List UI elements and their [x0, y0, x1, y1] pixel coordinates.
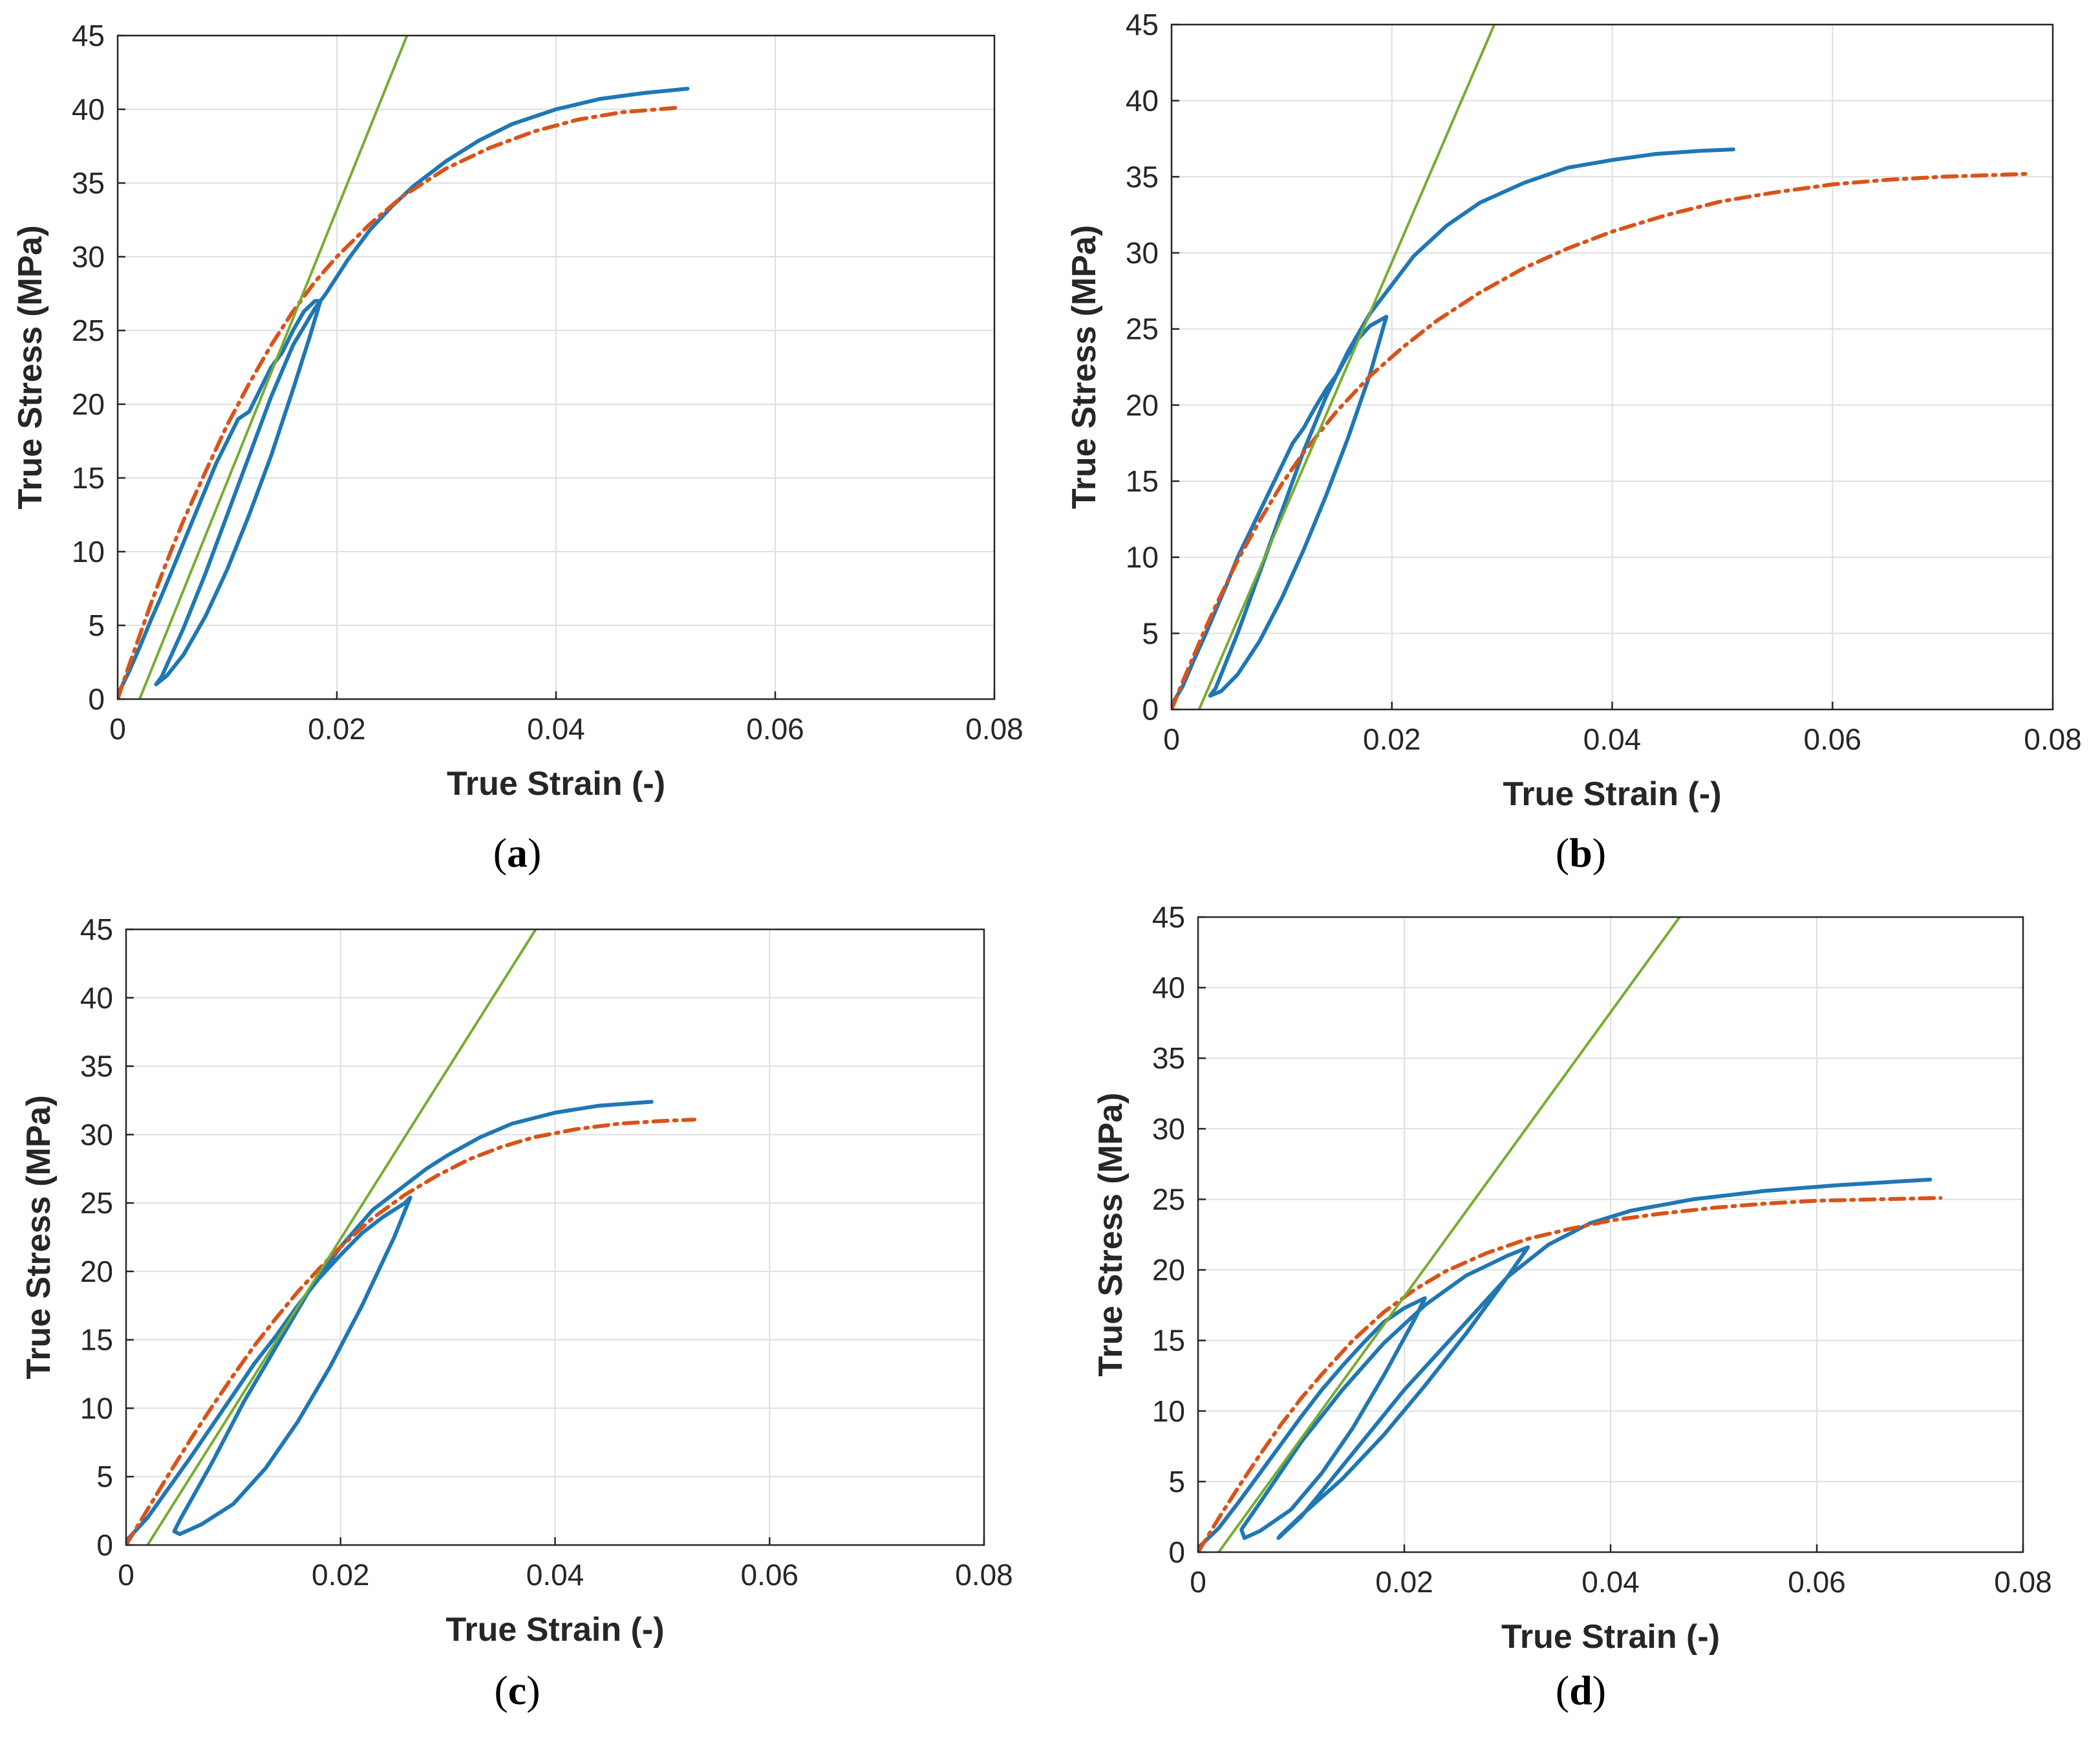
series-elastic-fit-line	[146, 929, 537, 1545]
y-tick-label: 45	[1152, 900, 1185, 934]
y-tick-label: 5	[96, 1460, 113, 1493]
x-tick-label: 0	[1163, 722, 1180, 756]
y-tick-label: 10	[72, 535, 105, 568]
x-tick-label: 0.04	[1581, 1565, 1640, 1599]
y-tick-label: 30	[1152, 1112, 1185, 1145]
x-tick-label: 0.06	[1788, 1565, 1846, 1599]
x-tick-label: 0.08	[955, 1558, 1013, 1592]
y-tick-label: 35	[1126, 160, 1159, 193]
y-axis-label: True Stress (MPa)	[12, 225, 49, 509]
y-tick-label: 10	[80, 1391, 113, 1425]
x-tick-label: 0	[118, 1558, 134, 1592]
series-model-line	[1172, 171, 2033, 709]
y-tick-label: 30	[72, 240, 105, 274]
y-axis-label: True Stress (MPa)	[1066, 225, 1103, 509]
chart-panel: 0 0.02 0.04 0.06 0.08 0 5 10 15 20 25 30 35 40 45 True …	[12, 19, 1023, 876]
chart-panel: 0 0.02 0.04 0.06 0.08 0 5 10 15 20 25 30 35 40 45 True …	[1066, 8, 2082, 876]
x-tick-label: 0.06	[740, 1558, 798, 1592]
y-tick-label: 25	[1126, 312, 1159, 346]
y-tick-label: 15	[1126, 464, 1159, 498]
y-tick-label: 30	[80, 1118, 113, 1151]
y-tick-label: 5	[88, 609, 105, 642]
y-tick-label: 45	[72, 19, 105, 52]
y-tick-label: 20	[1126, 388, 1159, 422]
x-tick-label: 0.02	[308, 712, 366, 746]
x-axis-label: True Strain (-)	[445, 1611, 664, 1649]
series-experimental-line	[1198, 1177, 1933, 1550]
y-tick-label: 25	[80, 1186, 113, 1220]
y-tick-label: 30	[1126, 236, 1159, 270]
x-tick-label: 0	[109, 712, 126, 746]
chart-panel: 0 0.02 0.04 0.06 0.08 0 5 10 15 20 25 30 35 40 45 True …	[20, 913, 1013, 1713]
y-tick-label: 25	[72, 314, 105, 347]
y-tick-label: 10	[1152, 1394, 1185, 1428]
y-tick-label: 5	[1168, 1465, 1185, 1498]
panel-label: (a)	[493, 830, 542, 876]
series-elastic-fit-line	[1197, 25, 1496, 709]
y-tick-label: 45	[1126, 8, 1159, 41]
x-axis-label: True Strain (-)	[1503, 775, 1721, 813]
y-tick-label: 35	[1152, 1041, 1185, 1075]
series-model-line	[118, 105, 679, 699]
y-tick-label: 35	[72, 166, 105, 200]
x-tick-label: 0.08	[1994, 1565, 2052, 1599]
x-tick-label: 0.08	[2024, 722, 2082, 756]
y-axis-label: True Stress (MPa)	[1092, 1092, 1130, 1376]
chart-panel: 0 0.02 0.04 0.06 0.08 0 5 10 15 20 25 30 35 40 45 True …	[1092, 900, 2052, 1713]
x-tick-label: 0.06	[746, 712, 804, 746]
series-experimental-line	[126, 1099, 654, 1543]
y-tick-label: 0	[1168, 1535, 1185, 1569]
x-tick-label: 0	[1190, 1565, 1206, 1599]
y-tick-label: 20	[1152, 1253, 1185, 1287]
series-elastic-fit-line	[1217, 917, 1681, 1552]
y-tick-label: 25	[1152, 1182, 1185, 1216]
y-tick-label: 40	[1152, 971, 1185, 1004]
y-tick-label: 15	[72, 461, 105, 495]
y-tick-label: 10	[1126, 541, 1159, 574]
x-axis-label: True Strain (-)	[1501, 1618, 1720, 1656]
y-tick-label: 15	[1152, 1324, 1185, 1357]
y-tick-label: 5	[1142, 616, 1159, 650]
y-tick-label: 35	[80, 1050, 113, 1083]
y-tick-label: 0	[96, 1528, 113, 1562]
y-tick-label: 40	[1126, 84, 1159, 118]
y-axis-label: True Stress (MPa)	[20, 1095, 58, 1379]
x-tick-label: 0.08	[965, 712, 1023, 746]
x-tick-label: 0.06	[1803, 722, 1861, 756]
y-tick-label: 0	[88, 682, 105, 716]
panel-label: (c)	[494, 1667, 540, 1713]
x-tick-label: 0.04	[1583, 722, 1642, 756]
y-tick-label: 40	[80, 981, 113, 1015]
series-experimental-line	[1172, 147, 1735, 707]
y-tick-label: 20	[72, 387, 105, 421]
series-elastic-fit-line	[138, 36, 409, 699]
x-tick-label: 0.02	[312, 1558, 370, 1592]
x-tick-label: 0.04	[527, 712, 585, 746]
panel-label: (b)	[1556, 830, 1606, 876]
x-axis-label: True Strain (-)	[447, 765, 665, 803]
x-tick-label: 0.02	[1375, 1565, 1433, 1599]
series-model-line	[126, 1118, 697, 1545]
x-tick-label: 0.02	[1363, 722, 1421, 756]
y-tick-label: 15	[80, 1323, 113, 1357]
y-tick-label: 40	[72, 92, 105, 126]
series-model-line	[1198, 1196, 1943, 1552]
y-tick-label: 20	[80, 1255, 113, 1288]
panel-label: (d)	[1556, 1667, 1606, 1713]
y-tick-label: 0	[1142, 693, 1159, 726]
x-tick-label: 0.04	[526, 1558, 584, 1592]
y-tick-label: 45	[80, 913, 113, 946]
